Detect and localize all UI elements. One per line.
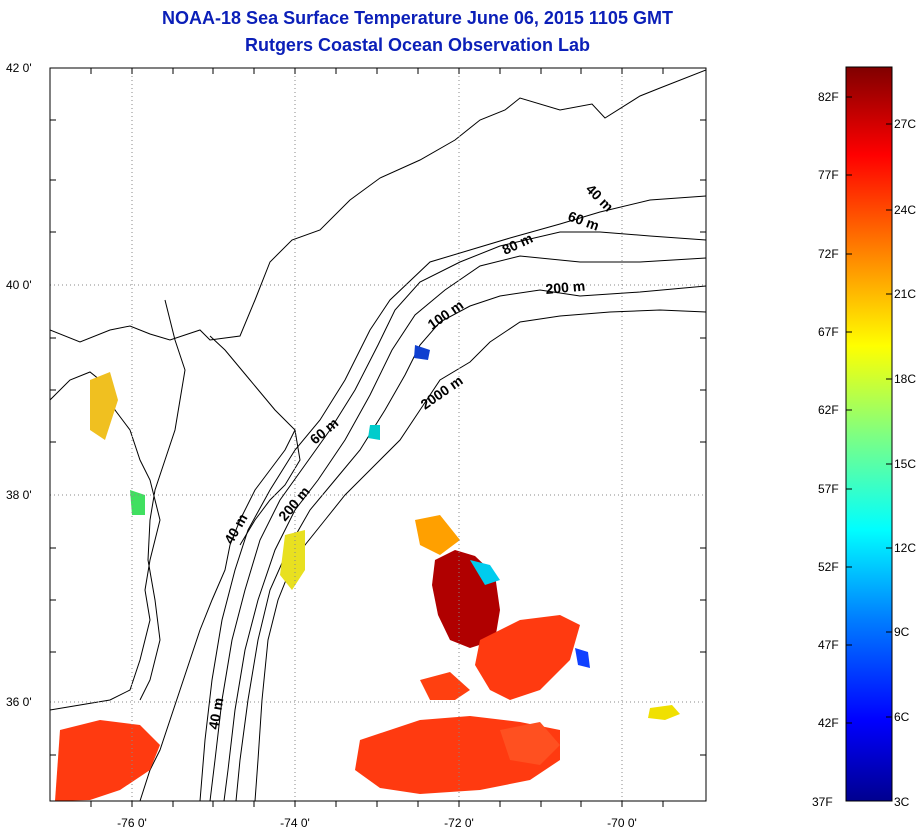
- isobath-60: [209, 231, 706, 801]
- colorbar-c-label: 3C: [894, 795, 910, 809]
- coastline: [50, 69, 706, 343]
- colorbar-c-label: 18C: [894, 372, 917, 386]
- colorbar-f-label: 47F: [818, 638, 839, 652]
- colorbar-c-label: 21C: [894, 287, 917, 301]
- lon-label: -72 0': [444, 816, 474, 830]
- isobath-80: [223, 255, 706, 801]
- lon-label: -70 0': [607, 816, 637, 830]
- colorbar-c-label: 12C: [894, 541, 917, 555]
- colorbar-c-label: 6C: [894, 710, 910, 724]
- colorbar-f-label: 72F: [818, 247, 839, 261]
- grid: [50, 68, 706, 801]
- isobath-2000: [254, 309, 706, 801]
- colorbar-c-label: 15C: [894, 457, 917, 471]
- isobath-label: 200 m: [545, 278, 586, 297]
- chart-subtitle: Rutgers Coastal Ocean Observation Lab: [244, 35, 591, 55]
- colorbar-f-label: 82F: [818, 90, 839, 104]
- isobath-label: 2000 m: [418, 372, 466, 412]
- colorbar: [845, 66, 893, 802]
- isobath-inner: [199, 195, 706, 801]
- colorbar-f-label: 57F: [818, 482, 839, 496]
- colorbar-ticks: [846, 96, 892, 724]
- chesapeake-bay: [139, 299, 186, 701]
- sst-patches: [55, 345, 680, 801]
- isobath-label: 80 m: [500, 230, 536, 258]
- delaware-bay: [209, 335, 301, 546]
- chart-title: NOAA-18 Sea Surface Temperature June 06,…: [162, 8, 673, 28]
- colorbar-f-label: 67F: [818, 325, 839, 339]
- isobath-label: 60 m: [566, 208, 601, 234]
- colorbar-c-label: 9C: [894, 625, 910, 639]
- colorbar-f-label: 52F: [818, 560, 839, 574]
- isobath-200: [235, 285, 706, 801]
- frame-ticks: [50, 68, 706, 807]
- colorbar-f-label: 37F: [812, 795, 833, 809]
- colorbar-f-label: 42F: [818, 716, 839, 730]
- lon-label: -76 0': [117, 816, 147, 830]
- lat-label: 38 0': [6, 488, 32, 502]
- plot-frame: [49, 67, 707, 802]
- lon-label: -74 0': [280, 816, 310, 830]
- lat-label: 40 0': [6, 278, 32, 292]
- colorbar-f-label: 62F: [818, 403, 839, 417]
- colorbar-c-label: 27C: [894, 117, 917, 131]
- colorbar-c-label: 24C: [894, 203, 917, 217]
- lat-label: 42 0': [6, 61, 32, 75]
- delmarva-coast: [139, 429, 296, 801]
- isobath-label: 40 m: [221, 511, 251, 547]
- colorbar-f-label: 77F: [818, 168, 839, 182]
- isobath-label: 40 m: [205, 696, 226, 730]
- lat-label: 36 0': [6, 695, 32, 709]
